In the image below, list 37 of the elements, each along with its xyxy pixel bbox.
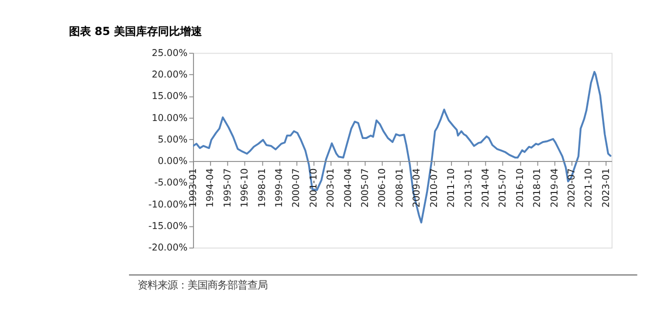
x-tick-label: 2005-07 [360, 168, 372, 208]
x-tick-label: 1999-04 [274, 168, 285, 208]
x-tick-label: 2018-01 [532, 168, 544, 208]
x-tick-label: 2003-01 [326, 168, 337, 208]
x-tick-label: 1994-04 [205, 168, 216, 208]
x-tick-label: 2023-01 [600, 168, 612, 208]
y-tick-label: 10.00% [152, 112, 188, 124]
x-tick-label: 2010-07 [428, 168, 440, 208]
chart-title: 图表 85 美国库存同比增速 [68, 24, 203, 38]
y-tick-label: -5.00% [154, 178, 188, 189]
y-tick-label: -10.00% [148, 199, 188, 210]
text: 资料来源：美国商务部普查局 [138, 280, 268, 292]
x-tick-label: 2011-10 [446, 168, 458, 208]
y-tick-label: -20.00% [148, 242, 188, 254]
x-tick-label: 2006-10 [377, 168, 388, 208]
x-tick-label: 2000-07 [291, 168, 302, 208]
x-tick-label: 2016-10 [514, 168, 526, 208]
x-tick-label: 1993-01 [188, 168, 200, 208]
x-tick-label: 2008-01 [394, 168, 406, 208]
x-tick-label: 2009-04 [412, 168, 423, 208]
y-tick-label: -15.00% [148, 220, 188, 232]
x-tick-label: 2021-10 [584, 168, 595, 208]
x-tick-label: 2014-04 [480, 168, 492, 208]
x-tick-label: 2015-07 [498, 168, 509, 208]
y-tick-label: 15.00% [152, 91, 188, 102]
y-tick-label: 25.00% [152, 48, 188, 59]
x-tick-label: 2020-07 [566, 168, 578, 208]
x-tick-label: 2004-04 [342, 168, 354, 208]
y-tick-label: 0.00% [158, 156, 188, 168]
x-tick-label: 1995-07 [222, 168, 234, 208]
x-tick-label: 2013-01 [463, 168, 474, 208]
x-tick-label: 2001-10 [308, 168, 320, 208]
y-tick-label: 5.00% [158, 134, 188, 146]
x-tick-label: 1998-01 [256, 168, 268, 208]
x-tick-label: 2019-04 [549, 168, 560, 208]
x-tick-label: 1996-10 [240, 168, 251, 208]
y-tick-label: 20.00% [152, 69, 188, 80]
